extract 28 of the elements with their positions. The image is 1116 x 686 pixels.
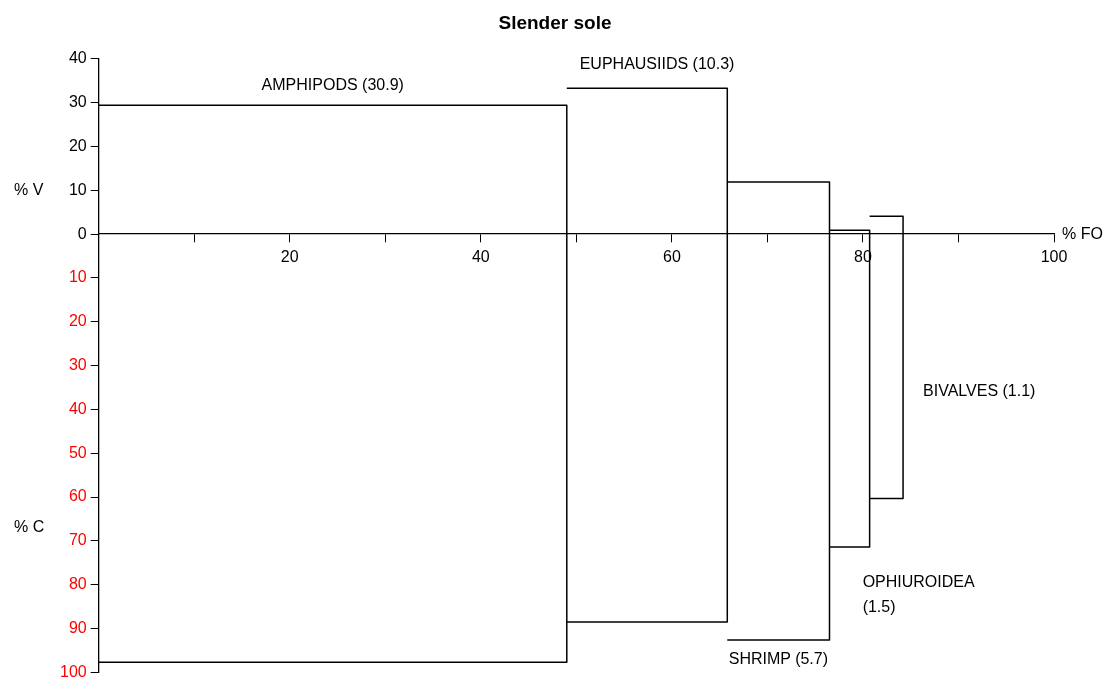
y-tick-label: 70 xyxy=(68,531,87,549)
y-tick-label: 40 xyxy=(68,49,87,67)
annotation: OPHIUROIDEA (1.5) xyxy=(862,572,975,615)
y-tick-label: 30 xyxy=(68,93,87,111)
y-tick-label: 90 xyxy=(68,618,87,636)
y-tick-label: 80 xyxy=(68,575,87,593)
y-tick-label: 100 xyxy=(59,662,87,680)
y-tick-label: 20 xyxy=(68,136,87,154)
chart-title: Slender sole xyxy=(498,11,612,33)
x-axis-title: % FO xyxy=(1062,224,1103,242)
y2-axis-title: % C xyxy=(14,518,45,536)
y-tick-label: 10 xyxy=(68,268,87,286)
y-tick-label: 10 xyxy=(68,180,87,198)
y-tick-label: 60 xyxy=(68,487,87,505)
x-tick-label: 100 xyxy=(1040,248,1068,266)
annotation: SHRIMP (5.7) xyxy=(728,650,829,668)
y-axis-title: % V xyxy=(14,180,44,198)
annotation: AMPHIPODS (30.9) xyxy=(261,75,404,93)
x-tick-label: 40 xyxy=(471,248,490,266)
y-tick-label: 40 xyxy=(68,399,87,417)
y-tick-label: 50 xyxy=(68,443,87,461)
y-tick-label: 30 xyxy=(68,356,87,374)
y-tick-label: 0 xyxy=(77,224,87,242)
annotation: EUPHAUSIIDS (10.3) xyxy=(579,54,735,72)
x-tick-label: 20 xyxy=(280,248,299,266)
annotation: BIVALVES (1.1) xyxy=(923,381,1036,399)
y-tick-label: 20 xyxy=(68,312,87,330)
x-tick-label: 60 xyxy=(662,248,681,266)
